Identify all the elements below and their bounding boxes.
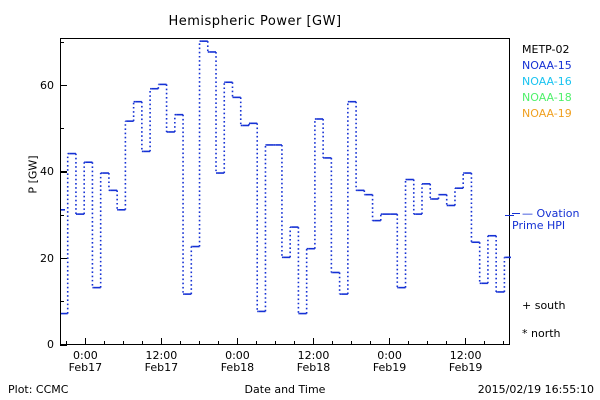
x-tick-minor <box>217 341 220 345</box>
x-tick-label: 0:00 Feb17 <box>68 349 103 374</box>
ovation-axis-tick <box>505 215 514 217</box>
x-tick-minor <box>122 341 125 345</box>
legend-item-noaa-18[interactable]: NOAA-18 <box>522 91 572 104</box>
x-tick-minor <box>483 341 486 345</box>
x-tick-minor <box>198 341 201 345</box>
x-tick-major <box>388 338 391 345</box>
x-tick-minor <box>369 341 372 345</box>
x-tick-label: 12:00 Feb18 <box>296 349 331 374</box>
x-tick-label: 12:00 Feb19 <box>448 349 483 374</box>
x-tick-label: 0:00 Feb19 <box>372 349 407 374</box>
legend-item-noaa-15[interactable]: NOAA-15 <box>522 59 572 72</box>
x-tick-minor <box>445 341 448 345</box>
y-tick-major <box>60 171 67 173</box>
dashed-line-icon <box>512 213 520 214</box>
x-tick-minor <box>255 341 258 345</box>
series-noaa-15 <box>61 40 511 315</box>
legend-item-south-marker: + south <box>522 299 566 312</box>
x-tick-major <box>160 338 163 345</box>
x-tick-major <box>312 338 315 345</box>
y-tick-label: 60 <box>40 78 54 92</box>
x-tick-minor <box>426 341 429 345</box>
y-tick-minor <box>60 128 64 130</box>
x-tick-minor <box>179 341 182 345</box>
x-tick-major <box>236 338 239 345</box>
legend-item-metp-02[interactable]: METP-02 <box>522 43 570 56</box>
footer-plot-source: Plot: CCMC <box>8 383 69 396</box>
x-tick-label: 12:00 Feb17 <box>144 349 179 374</box>
x-tick-minor <box>274 341 277 345</box>
page-title: Hemispheric Power [GW] <box>168 14 342 29</box>
footer-timestamp: 2015/02/19 16:55:10 <box>477 383 594 396</box>
legend: METP-02 NOAA-15 NOAA-16 NOAA-18 NOAA-19 <box>522 42 600 122</box>
y-tick-major <box>60 344 67 346</box>
y-tick-minor <box>60 301 64 303</box>
y-tick-label: 40 <box>40 165 54 179</box>
x-tick-minor <box>331 341 334 345</box>
y-tick-label: 20 <box>40 251 54 265</box>
legend-item-ovation-prime-hpi: — Ovation Prime HPI <box>512 208 600 232</box>
plot-svg <box>61 40 511 315</box>
x-tick-minor <box>141 341 144 345</box>
x-tick-minor <box>293 341 296 345</box>
x-tick-label: 0:00 Feb18 <box>220 349 255 374</box>
legend-ovation-label: — Ovation Prime HPI <box>512 207 580 232</box>
x-tick-major <box>464 338 467 345</box>
x-tick-minor <box>65 341 68 345</box>
x-tick-minor <box>502 341 505 345</box>
x-tick-major <box>84 338 87 345</box>
legend-item-noaa-16[interactable]: NOAA-16 <box>522 75 572 88</box>
x-tick-minor <box>103 341 106 345</box>
plot-area <box>60 38 511 345</box>
y-tick-minor <box>60 214 64 216</box>
x-tick-minor <box>350 341 353 345</box>
y-tick-major <box>60 84 67 87</box>
y-tick-minor <box>60 41 64 43</box>
x-tick-minor <box>407 341 410 345</box>
y-tick-label: 0 <box>47 338 54 351</box>
y-tick-major <box>60 257 67 260</box>
legend-item-north-marker: * north <box>522 327 561 340</box>
x-axis-label: Date and Time <box>244 383 326 396</box>
legend-item-noaa-19[interactable]: NOAA-19 <box>522 107 572 120</box>
